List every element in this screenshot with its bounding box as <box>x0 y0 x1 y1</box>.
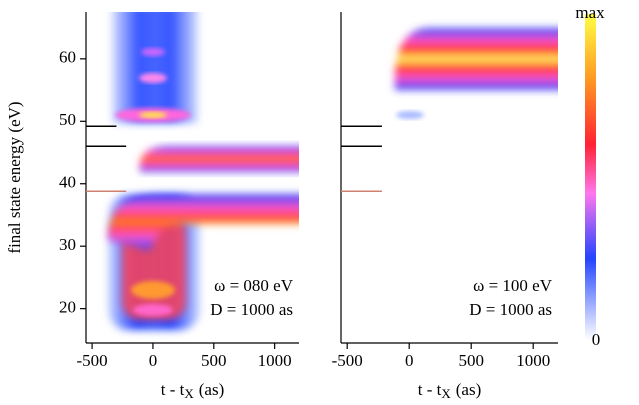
x-label-sub: X <box>441 386 451 401</box>
annotation: ω = 100 eV <box>473 276 553 295</box>
y-tick-label: 50 <box>59 110 76 129</box>
annotation: D = 1000 as <box>469 300 552 319</box>
x-axis-label: t - tX (as) <box>418 380 481 401</box>
y-tick-label: 20 <box>59 298 76 317</box>
y-axis-label: final state energy (eV) <box>5 101 24 253</box>
y-tick-label: 60 <box>59 48 76 67</box>
x-tick-label: 0 <box>405 351 414 370</box>
x-axis-label: t - tX (as) <box>161 380 224 401</box>
x-label-unit: (as) <box>199 380 224 399</box>
x-label-main: t - t <box>418 380 442 399</box>
annotation: ω = 080 eV <box>214 276 294 295</box>
x-tick-label: 500 <box>201 351 227 370</box>
colorbar-min-label: 0 <box>592 330 601 349</box>
x-label-sub: X <box>184 386 194 401</box>
heatmap-right <box>394 28 558 119</box>
annotation: D = 1000 as <box>210 300 293 319</box>
x-tick-label: 1000 <box>258 351 292 370</box>
x-label-main: t - t <box>161 380 185 399</box>
heatmap-left <box>108 12 299 330</box>
x-tick-label: 0 <box>149 351 158 370</box>
colorbar <box>585 14 596 340</box>
y-tick-label: 40 <box>59 173 76 192</box>
x-tick-label: 1000 <box>516 351 550 370</box>
x-tick-label: -500 <box>332 351 363 370</box>
y-tick-label: 30 <box>59 235 76 254</box>
x-label-unit: (as) <box>456 380 481 399</box>
x-tick-label: -500 <box>76 351 107 370</box>
colorbar-max-label: max <box>575 3 605 22</box>
x-tick-label: 500 <box>458 351 484 370</box>
